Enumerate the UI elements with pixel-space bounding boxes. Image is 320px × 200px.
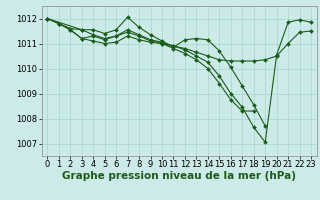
- X-axis label: Graphe pression niveau de la mer (hPa): Graphe pression niveau de la mer (hPa): [62, 171, 296, 181]
